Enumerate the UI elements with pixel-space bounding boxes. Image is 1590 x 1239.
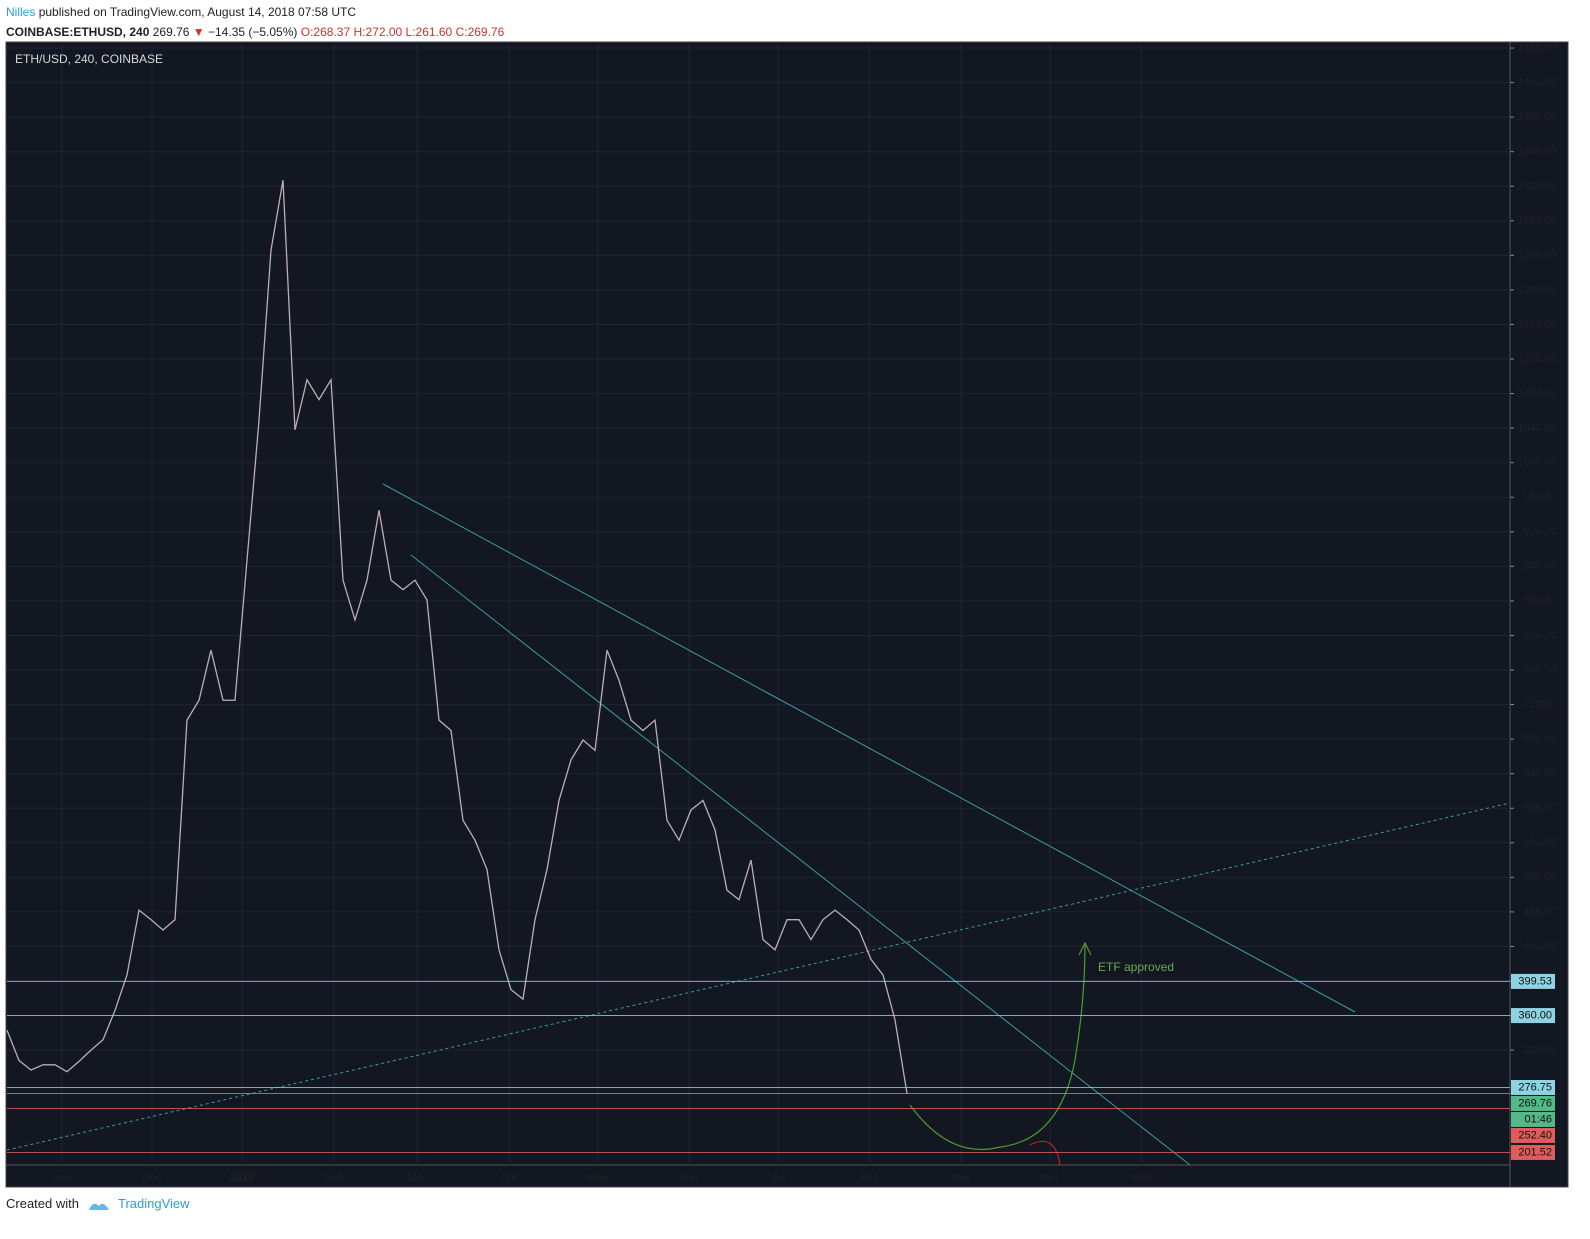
y-tick-label: 920.00 xyxy=(1523,526,1557,538)
annotation: ETF approved xyxy=(1098,960,1174,974)
y-tick-label: 480.00 xyxy=(1523,906,1557,918)
y-tick-label: 800.00 xyxy=(1523,629,1557,641)
brand[interactable]: TradingView xyxy=(118,1196,190,1211)
y-tick-label: 960.00 xyxy=(1523,491,1557,503)
x-tick-label: Nov xyxy=(52,1172,72,1184)
y-tick-label: 720.00 xyxy=(1523,698,1557,710)
y-tick-label: 1400.00 xyxy=(1517,111,1557,123)
price-label-bg xyxy=(1511,1127,1555,1143)
y-tick-label: 1000.00 xyxy=(1517,457,1557,469)
y-tick-label: 1040.00 xyxy=(1517,422,1557,434)
y-tick-label: 1080.00 xyxy=(1517,387,1557,399)
countdown: 01:46 xyxy=(1524,1113,1552,1125)
y-tick-label: 760.00 xyxy=(1523,664,1557,676)
y-tick-label: 1160.00 xyxy=(1518,318,1557,330)
x-tick-label: Dec xyxy=(142,1172,162,1184)
y-tick-label: 440.00 xyxy=(1523,940,1557,952)
y-tick-label: 640.00 xyxy=(1523,768,1557,780)
chart-bg xyxy=(5,41,1569,1188)
y-tick-label: 1200.00 xyxy=(1517,284,1557,296)
x-tick-label: Nov xyxy=(1131,1172,1151,1184)
y-tick-label: 1440.00 xyxy=(1517,77,1557,89)
price-label-bg xyxy=(1511,1008,1555,1024)
countdown-bg xyxy=(1511,1111,1555,1127)
y-tick-label: 840.00 xyxy=(1523,595,1557,607)
published: published on TradingView.com, August 14,… xyxy=(38,5,357,19)
change: −14.35 (−5.05%) xyxy=(208,25,298,39)
y-tick-label: 320.00 xyxy=(1523,1044,1557,1056)
x-tick-label: Sep xyxy=(951,1172,971,1184)
trendline xyxy=(410,554,1191,1166)
price-label-bg xyxy=(1511,1144,1555,1160)
symbol: COINBASE:ETHUSD, 240 xyxy=(6,25,150,39)
x-tick-label: Aug xyxy=(859,1172,879,1184)
price-label: 276.75 xyxy=(1518,1081,1552,1093)
x-tick-label: Feb xyxy=(325,1172,344,1184)
price-label: 201.52 xyxy=(1518,1146,1552,1158)
trendline xyxy=(382,483,1356,1013)
header: Nilles published on TradingView.com, Aug… xyxy=(6,4,504,44)
footer: Created with TradingView xyxy=(6,1196,190,1212)
created: Created with xyxy=(6,1196,79,1211)
projection-curve xyxy=(909,944,1086,1151)
x-tick-label: Jul xyxy=(771,1172,785,1184)
x-tick-label: Oct xyxy=(1041,1172,1058,1184)
x-tick-label: May xyxy=(588,1172,609,1184)
price-label-bg xyxy=(1511,1095,1555,1111)
low: L:261.60 xyxy=(405,25,453,39)
close: C:269.76 xyxy=(455,25,505,39)
publish-line: Nilles published on TradingView.com, Aug… xyxy=(6,4,504,24)
chart-title: ETH/USD, 240, COINBASE xyxy=(15,52,163,66)
price-label: 399.53 xyxy=(1518,975,1552,987)
price-label: 252.40 xyxy=(1518,1129,1552,1141)
y-tick-label: 560.00 xyxy=(1523,837,1557,849)
y-tick-label: 520.00 xyxy=(1523,871,1557,883)
y-tick-label: 1320.00 xyxy=(1517,180,1557,192)
quote-line: COINBASE:ETHUSD, 240 269.76 ▼ −14.35 (−5… xyxy=(6,25,505,39)
price-label-bg xyxy=(1511,1079,1555,1095)
y-tick-label: 1280.00 xyxy=(1517,215,1557,227)
x-tick-label: 2018 xyxy=(230,1172,254,1184)
last: 269.76 xyxy=(152,25,190,39)
arrow-head xyxy=(1078,941,1092,956)
price-label: 360.00 xyxy=(1518,1009,1552,1021)
bear-curve xyxy=(1029,1140,1061,1166)
y-tick-label: 600.00 xyxy=(1523,802,1557,814)
trendline-dotted xyxy=(6,802,1511,1151)
y-tick-label: 1120.00 xyxy=(1518,353,1557,365)
author[interactable]: Nilles xyxy=(6,5,36,19)
price-line xyxy=(6,180,908,1094)
y-tick-label: 1360.00 xyxy=(1517,146,1557,158)
x-tick-label: Mar xyxy=(408,1172,427,1184)
price-label: 269.76 xyxy=(1518,1097,1552,1109)
price-label-bg xyxy=(1511,973,1555,989)
y-tick-label: 1480.00 xyxy=(1517,42,1557,54)
y-tick-label: 680.00 xyxy=(1523,733,1557,745)
x-tick-label: Jun xyxy=(680,1172,698,1184)
high: H:272.00 xyxy=(353,25,403,39)
open: O:268.37 xyxy=(300,25,351,39)
x-tick-label: Apr xyxy=(500,1172,517,1184)
y-tick-label: 1240.00 xyxy=(1517,249,1557,261)
y-tick-label: 880.00 xyxy=(1523,560,1557,572)
logo xyxy=(88,1203,109,1210)
